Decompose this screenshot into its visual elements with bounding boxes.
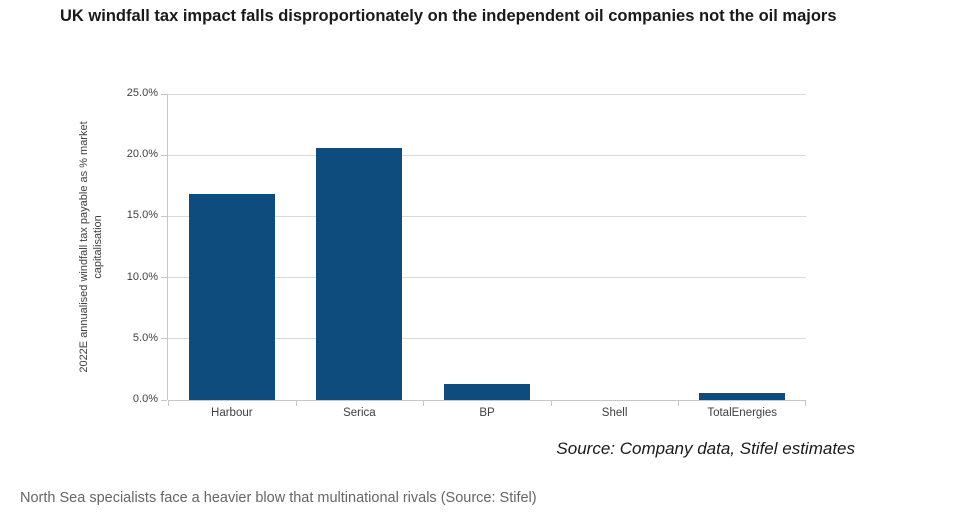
y-tick-label: 15.0% [126,209,158,222]
gridline-5.0% [168,338,806,340]
gridline-20.0% [168,154,806,156]
y-tick-label: 0.0% [132,393,158,405]
y-tick-mark [161,338,167,340]
plot-area: 0.0% 5.0% 10.0% 15.0% 20.0% 25.0% Harbour Seric… [127,87,806,419]
bar-harbour [188,194,275,400]
bar-totalenergies [699,393,786,400]
x-tick-label-serica: Serica [343,407,376,419]
y-tick-mark [161,277,167,279]
y-tick-mark [161,215,167,217]
y-tick-label: 5.0% [132,331,158,344]
x-tick-label-totalenergies: TotalEnergies [707,407,778,419]
y-tick-mark [161,154,167,156]
x-tick-mark [551,401,552,406]
y-tick-mark [161,399,167,401]
bar-bp [444,384,530,400]
x-tick-mark [423,401,424,406]
x-tick-mark [296,401,297,406]
x-tick-label-bp: BP [479,407,495,419]
y-axis-line [167,94,168,400]
y-axis-title: 2022E annualised windfall tax payable as… [78,121,104,373]
y-tick-label: 25.0% [126,87,158,99]
source-note: Source: Company data, Stifel estimates [556,439,855,458]
y-tick-label: 10.0% [126,270,158,283]
x-tick-mark [805,401,806,406]
x-tick-mark [168,401,169,406]
x-tick-label-shell: Shell [601,407,628,419]
x-tick-mark [678,401,679,406]
y-tick-mark [161,93,167,95]
gridline-10.0% [168,277,806,279]
bar-chart: 2022E annualised windfall tax payable as… [78,87,855,458]
gridline-15.0% [168,215,806,217]
bar-serica [316,148,403,400]
x-axis-line [168,400,806,401]
figure-caption: North Sea specialists face a heavier blo… [20,490,537,506]
y-tick-label: 20.0% [126,148,158,161]
x-tick-label-harbour: Harbour [211,407,253,419]
chart-title: UK windfall tax impact falls disproporti… [60,7,837,25]
gridline-25.0% [168,93,806,95]
